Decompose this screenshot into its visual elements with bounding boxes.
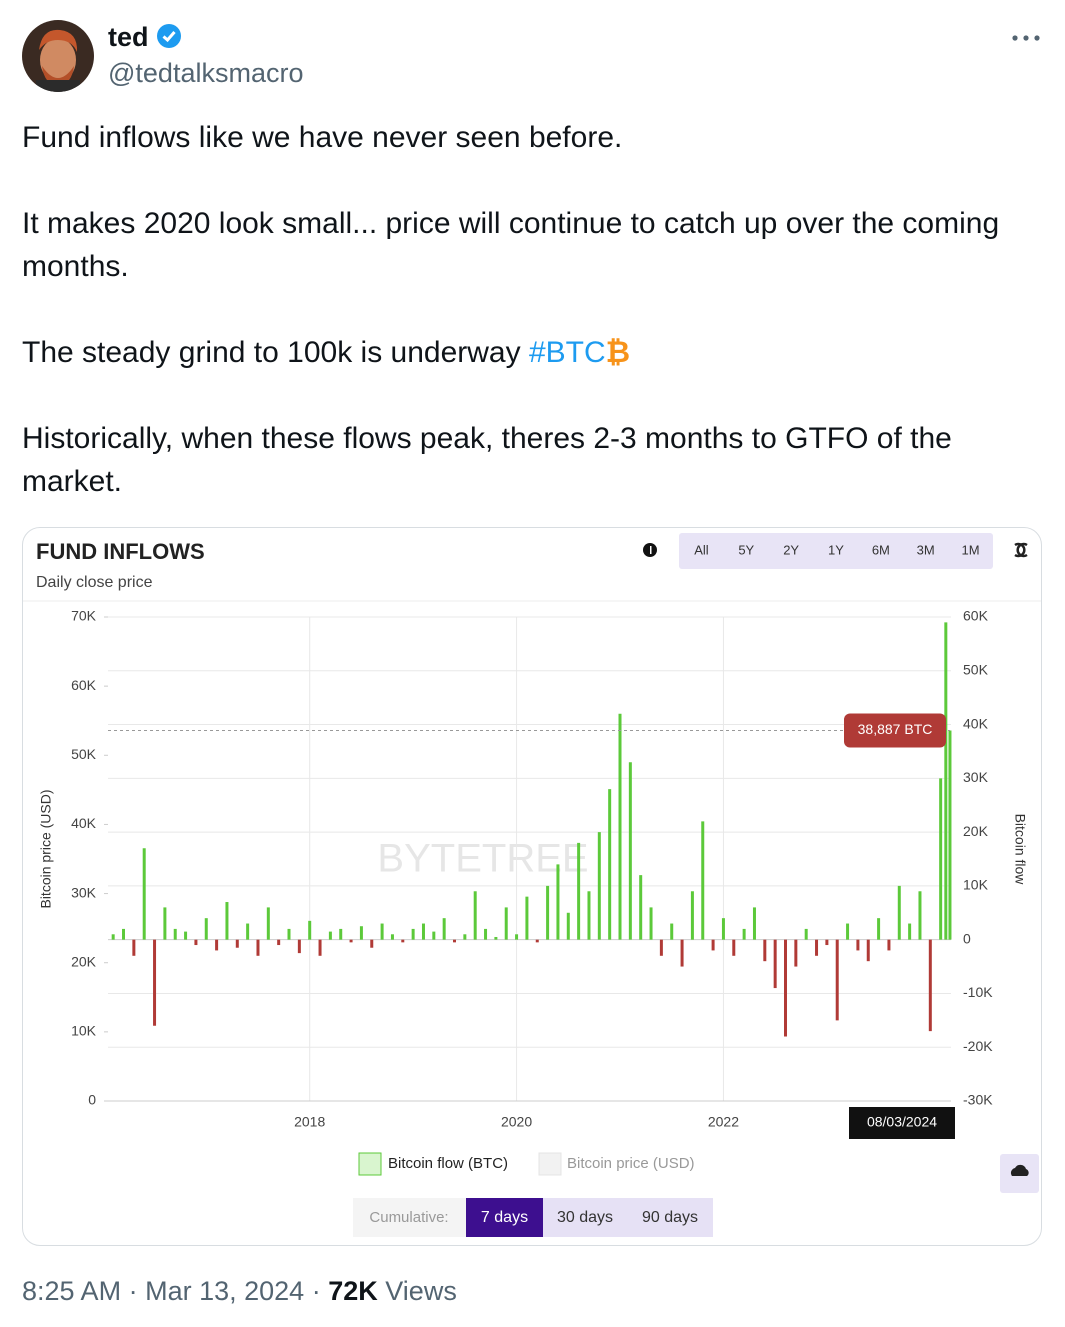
refresh-icon[interactable] xyxy=(1014,542,1028,558)
date-box xyxy=(849,1107,955,1139)
x-tick-label: 2022 xyxy=(708,1114,739,1130)
y-tick-label: 10K xyxy=(71,1023,97,1039)
time[interactable]: 8:25 AM xyxy=(22,1276,122,1306)
y2-tick-label: 40K xyxy=(963,715,989,731)
y-axis-title: Bitcoin price (USD) xyxy=(38,789,54,908)
range-button[interactable]: 1M xyxy=(962,542,980,557)
chart-subtitle: Daily close price xyxy=(36,574,153,591)
download-icon xyxy=(1010,1164,1029,1176)
views-count: 72K xyxy=(328,1276,378,1306)
y2-tick-label: 10K xyxy=(963,877,989,893)
name-text: ted xyxy=(108,22,149,52)
tooltip-label: 38,887 BTC xyxy=(858,721,933,737)
chart-title: FUND INFLOWS xyxy=(36,539,205,564)
range-button[interactable]: 2Y xyxy=(783,542,799,557)
y2-tick-label: -30K xyxy=(963,1092,993,1108)
display-name[interactable]: ted xyxy=(108,22,182,53)
y-tick-label: 40K xyxy=(71,815,97,831)
y2-tick-label: 50K xyxy=(963,661,989,677)
cumulative-label-bg xyxy=(353,1198,466,1237)
cumulative-label: Cumulative: xyxy=(369,1209,448,1226)
separator: · xyxy=(128,1276,138,1306)
info-icon-glyph xyxy=(650,546,652,554)
y2-tick-label: 20K xyxy=(963,823,989,839)
x-tick-label: 2018 xyxy=(294,1114,325,1130)
y-tick-label: 30K xyxy=(71,884,97,900)
y2-axis-title: Bitcoin flow xyxy=(1012,814,1028,886)
y-tick-label: 60K xyxy=(71,677,97,693)
y-tick-label: 20K xyxy=(71,953,97,969)
tooltip-box xyxy=(844,713,946,748)
emoji: ₿ xyxy=(605,336,631,369)
hashtag[interactable]: #BTC xyxy=(528,336,606,369)
legend-swatch xyxy=(538,1152,562,1176)
legend-label[interactable]: Bitcoin price (USD) xyxy=(567,1155,695,1172)
y2-tick-label: 0 xyxy=(963,930,971,946)
paragraph-text: The steady grind to 100k is underway xyxy=(22,336,529,369)
watermark: BYTETREE xyxy=(377,837,588,881)
avatar[interactable] xyxy=(22,20,94,92)
paragraph: It makes 2020 look small... price will c… xyxy=(22,207,1000,283)
paragraph: Historically, when these flows peak, the… xyxy=(22,422,952,498)
cumulative-option[interactable]: 30 days xyxy=(557,1209,613,1226)
y-tick-label: 50K xyxy=(71,746,97,762)
more-menu[interactable] xyxy=(1010,30,1042,46)
date-label: 08/03/2024 xyxy=(867,1114,937,1130)
paragraph: The steady grind to 100k is underway #BT… xyxy=(22,331,1002,374)
range-bar xyxy=(679,533,993,569)
range-button[interactable]: 6M xyxy=(872,542,890,557)
range-button[interactable]: 5Y xyxy=(738,542,754,557)
range-button[interactable]: 3M xyxy=(917,542,935,557)
y2-tick-label: 60K xyxy=(963,608,989,624)
tweet-text: Fund inflows like we have never seen bef… xyxy=(22,116,1002,546)
y2-tick-label: -20K xyxy=(963,1038,993,1054)
date[interactable]: Mar 13, 2024 xyxy=(145,1276,305,1306)
range-button[interactable]: 1Y xyxy=(828,542,844,557)
legend-swatch xyxy=(358,1152,382,1176)
cumulative-option[interactable]: 90 days xyxy=(642,1209,698,1226)
handle[interactable]: @tedtalksmacro xyxy=(108,58,304,88)
verified-badge xyxy=(157,24,182,48)
y-tick-label: 70K xyxy=(71,608,97,624)
cumulative-option[interactable]: 7 days xyxy=(481,1209,528,1226)
paragraph: Fund inflows like we have never seen bef… xyxy=(22,121,623,154)
range-button[interactable]: All xyxy=(694,542,709,557)
tweet-footer: 8:25 AM · Mar 13, 2024 · 72K Views xyxy=(22,1276,457,1307)
cumulative-selected xyxy=(466,1198,543,1237)
views-label: Views xyxy=(385,1276,457,1306)
legend-label[interactable]: Bitcoin flow (BTC) xyxy=(388,1155,508,1172)
separator: · xyxy=(311,1276,321,1306)
x-tick-label: 2020 xyxy=(501,1114,532,1130)
y2-tick-label: 30K xyxy=(963,769,989,785)
chart-card: FUND INFLOWS Daily close price BYTETREE … xyxy=(22,527,1042,1246)
y2-tick-label: -10K xyxy=(963,984,993,1000)
y-tick-label: 0 xyxy=(88,1092,96,1108)
avatar-image xyxy=(22,20,94,92)
chart: FUND INFLOWS Daily close price BYTETREE … xyxy=(23,533,1041,1237)
